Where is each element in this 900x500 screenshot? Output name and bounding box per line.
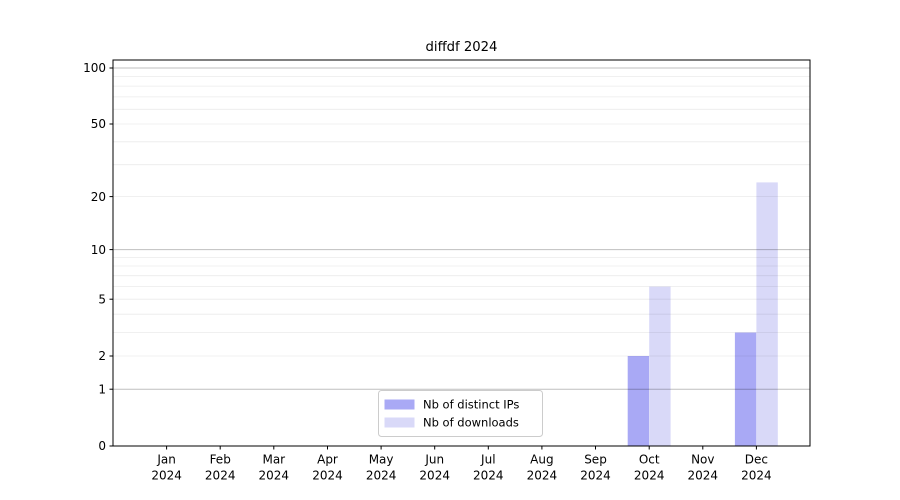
x-tick-label-month: Feb bbox=[210, 453, 231, 467]
legend-swatch-series0 bbox=[384, 399, 415, 410]
bar-dec-series1 bbox=[756, 182, 778, 446]
legend-label-series1: Nb of downloads bbox=[423, 416, 519, 430]
y-axis: 0 1 2 5 10 20 50 100 bbox=[83, 61, 113, 453]
x-tick-label-month: Dec bbox=[745, 453, 768, 467]
chart-title: diffdf 2024 bbox=[426, 40, 498, 55]
y-tick-label: 10 bbox=[91, 243, 106, 257]
plot-border bbox=[112, 59, 811, 447]
x-tick-label-year: 2024 bbox=[473, 469, 504, 483]
x-tick-label-month: May bbox=[369, 453, 394, 467]
y-tick-label: 100 bbox=[83, 61, 106, 75]
y-tick-label: 0 bbox=[98, 439, 106, 453]
x-tick-label-year: 2024 bbox=[259, 469, 290, 483]
x-tick-label-year: 2024 bbox=[634, 469, 665, 483]
legend-swatch-series1 bbox=[384, 417, 415, 428]
x-tick-label-month: Nov bbox=[691, 453, 714, 467]
x-axis: Jan 2024 Feb 2024 Mar 2024 Apr 2024 May 2024 Jun 20… bbox=[151, 446, 772, 483]
x-tick-label-month: Aug bbox=[530, 453, 553, 467]
x-tick-label-month: Jan bbox=[156, 453, 176, 467]
y-tick-label: 50 bbox=[91, 117, 106, 131]
x-tick-label-month: Oct bbox=[639, 453, 660, 467]
x-tick-label-year: 2024 bbox=[312, 469, 343, 483]
x-tick-label-year: 2024 bbox=[151, 469, 182, 483]
legend-label-series0: Nb of distinct IPs bbox=[423, 398, 519, 412]
x-tick-label-year: 2024 bbox=[580, 469, 611, 483]
legend-box bbox=[378, 390, 543, 437]
x-tick-label-month: Sep bbox=[584, 453, 607, 467]
x-tick-label-month: Jun bbox=[424, 453, 444, 467]
bar-oct-series0 bbox=[627, 356, 650, 446]
x-tick-label-month: Jul bbox=[480, 453, 495, 467]
x-tick-label-year: 2024 bbox=[688, 469, 719, 483]
y-tick-label: 1 bbox=[98, 382, 106, 396]
bar-dec-series0 bbox=[734, 332, 757, 446]
legend: Nb of distinct IPs Nb of downloads bbox=[378, 390, 543, 437]
x-tick-label-year: 2024 bbox=[366, 469, 397, 483]
x-tick-label-year: 2024 bbox=[419, 469, 450, 483]
x-tick-label-month: Mar bbox=[262, 453, 285, 467]
x-tick-label-year: 2024 bbox=[741, 469, 772, 483]
grid-layer bbox=[113, 67, 810, 390]
x-tick-label-month: Apr bbox=[317, 453, 338, 467]
bars-layer bbox=[627, 182, 778, 446]
y-tick-label: 20 bbox=[91, 190, 106, 204]
y-tick-label: 2 bbox=[98, 349, 106, 363]
bar-oct-series1 bbox=[649, 286, 671, 446]
y-tick-label: 5 bbox=[98, 292, 106, 306]
x-tick-label-year: 2024 bbox=[205, 469, 236, 483]
x-tick-label-year: 2024 bbox=[527, 469, 558, 483]
